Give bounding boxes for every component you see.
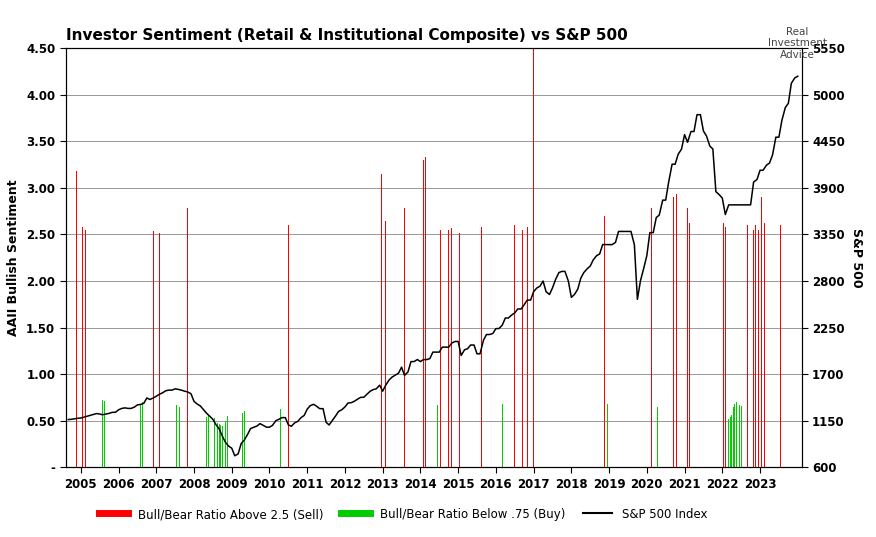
Y-axis label: S&P 500: S&P 500 xyxy=(851,228,864,288)
Y-axis label: AAII Bullish Sentiment: AAII Bullish Sentiment xyxy=(8,179,20,336)
Text: Real
Investment
Advice: Real Investment Advice xyxy=(767,27,827,60)
Legend: Bull/Bear Ratio Above 2.5 (Sell), Bull/Bear Ratio Below .75 (Buy), S&P 500 Index: Bull/Bear Ratio Above 2.5 (Sell), Bull/B… xyxy=(94,503,712,526)
Text: Investor Sentiment (Retail & Institutional Composite) vs S&P 500: Investor Sentiment (Retail & Institution… xyxy=(66,28,627,43)
